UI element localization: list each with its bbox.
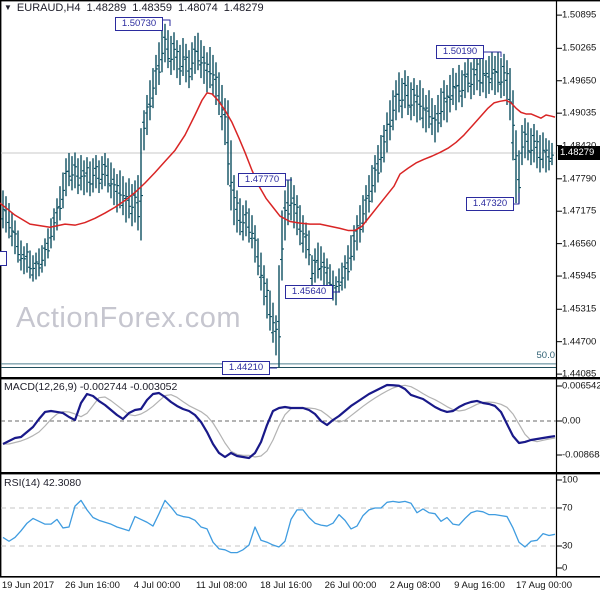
date-axis-label: 19 Jun 2017 [1,580,55,591]
date-axis-label: 26 Jun 16:00 [65,580,120,591]
date-axis-label: 11 Jul 08:00 [195,580,248,591]
macd-axis-label: 0.006542 [562,380,600,392]
price-axis-label: 1.47175 [562,205,597,217]
price-annotation-box[interactable]: 1.44210 [222,361,270,375]
price-annotation-box[interactable]: 1.50190 [436,45,484,59]
watermark: ActionForex.com [16,302,242,334]
ohlc-high: 1.48359 [132,2,173,14]
price-axis-label: 1.48420 [562,140,597,152]
macd-axis-label: 0.00 [562,415,581,427]
fib-50-label: 50.0 [536,350,556,361]
price-annotation-box[interactable]: 1.47320 [466,197,514,211]
rsi-axis-label: 30 [562,540,573,552]
macd-axis-label: -0.008684 [562,449,600,461]
ohlc-open: 1.48289 [86,2,127,14]
ohlc-low: 1.48074 [178,2,218,14]
price-annotation-box[interactable]: 1.50730 [115,17,163,31]
price-annotation-box[interactable]: 1.45640 [285,285,333,299]
price-axis-label: 1.44700 [562,336,597,348]
price-axis-label: 1.46560 [562,238,597,250]
symbol-dropdown-icon[interactable]: ▼ [4,3,12,12]
symbol-name: EURAUD,H4 [16,2,81,14]
price-axis-label: 1.50895 [562,9,597,21]
rsi-axis-label: 100 [562,474,578,486]
price-axis-label: 1.45945 [562,270,597,282]
date-axis-label: 26 Jul 00:00 [324,580,377,591]
price-axis-label: 1.49035 [562,107,597,119]
symbol-ohlc-line: ▼ EURAUD,H4 1.48289 1.48359 1.48074 1.48279 [4,2,264,14]
date-axis-label: 4 Jul 00:00 [133,580,181,591]
date-axis-label: 2 Aug 08:00 [389,580,441,591]
date-axis-label: 17 Aug 00:00 [516,580,572,591]
price-axis-label: 1.49650 [562,75,597,87]
current-price-tag: 1.48279 [558,146,600,160]
macd-indicator-label: MACD(12,26,9) -0.002744 -0.003052 [4,381,178,393]
date-axis-label: 9 Aug 16:00 [454,580,505,591]
date-axis-label: 18 Jul 16:00 [260,580,312,591]
rsi-axis-label: 0 [562,562,568,574]
price-axis-label: 1.50265 [562,42,597,54]
price-axis-label: 1.44085 [562,368,597,380]
ohlc-close: 1.48279 [223,2,264,14]
price-axis-label: 1.47790 [562,173,597,185]
price-annotation-box[interactable]: 1.47770 [238,173,286,187]
rsi-indicator-label: RSI(14) 42.3080 [4,477,82,489]
rsi-axis-label: 70 [562,502,573,514]
price-axis-label: 1.45315 [562,303,597,315]
clipped-price-label [0,251,7,266]
